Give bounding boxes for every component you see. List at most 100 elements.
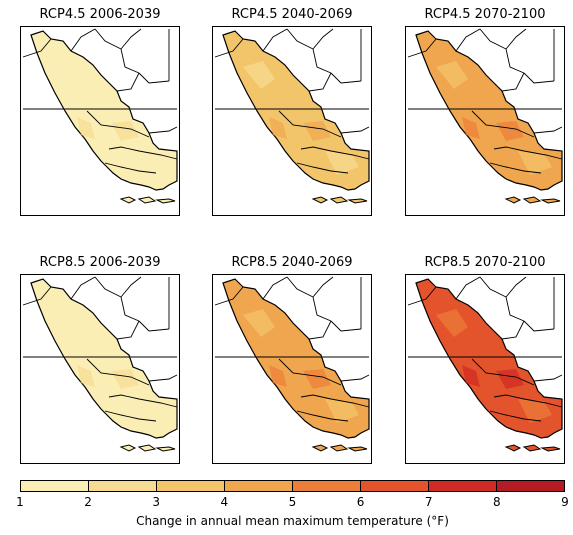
- boundary-line: [70, 28, 96, 52]
- colorbar-tick-label: 3: [152, 495, 161, 509]
- boundary-line: [120, 296, 140, 322]
- colorbar: [20, 480, 565, 492]
- boundary-line: [296, 162, 349, 174]
- boundary-line: [22, 38, 52, 58]
- boundary-line: [104, 162, 157, 174]
- boundary-line: [296, 410, 349, 422]
- boundary-line: [330, 72, 362, 84]
- temperature-patch: [436, 61, 468, 89]
- temperature-patch: [518, 151, 552, 175]
- boundary-line: [94, 28, 122, 50]
- map-panel-rcp85-mid: [212, 274, 372, 464]
- boundary-line: [286, 28, 314, 50]
- boundary-line: [340, 374, 370, 382]
- island: [329, 196, 349, 204]
- boundary-line: [505, 48, 525, 74]
- colorbar-segment: [293, 481, 361, 491]
- island: [504, 444, 522, 452]
- boundary-line: [312, 48, 332, 74]
- temperature-patch: [133, 151, 167, 175]
- temperature-patch: [303, 121, 331, 141]
- map-panel-rcp45-mid: [212, 26, 372, 216]
- boundary-line: [104, 410, 157, 422]
- colorbar-tick-label: 5: [288, 495, 297, 509]
- colorbar-tick-label: 7: [424, 495, 433, 509]
- colorbar-tick-label: 4: [220, 495, 229, 509]
- boundary-line: [471, 358, 535, 386]
- boundary-line: [407, 38, 437, 58]
- island: [522, 196, 542, 204]
- temperature-patch: [51, 309, 83, 337]
- colorbar-tick-label: 1: [16, 495, 24, 509]
- map-panel-rcp85-late: [405, 274, 565, 464]
- temperature-patch: [462, 365, 480, 387]
- boundary-line: [505, 276, 527, 298]
- temperature-patch: [496, 369, 524, 389]
- temperature-patch: [269, 117, 287, 139]
- island: [119, 444, 137, 452]
- panel-title-rcp85-early: RCP8.5 2006-2039: [39, 255, 161, 270]
- boundary-line: [505, 28, 527, 50]
- boundary-line: [286, 276, 314, 298]
- temperature-patch: [303, 369, 331, 389]
- boundary-line: [262, 28, 288, 52]
- colorbar-segment: [361, 481, 429, 491]
- boundary-line: [523, 72, 555, 84]
- colorbar-segment: [497, 481, 564, 491]
- boundary-line: [120, 48, 140, 74]
- map-panel-rcp85-early: [20, 274, 180, 464]
- boundary-line: [493, 394, 563, 408]
- boundary-line: [278, 358, 342, 386]
- boundary-line: [120, 28, 142, 50]
- colorbar-segment: [21, 481, 89, 491]
- island: [137, 444, 157, 452]
- temperature-patch: [269, 365, 287, 387]
- temperature-patch: [77, 365, 95, 387]
- island: [540, 198, 561, 204]
- boundary-line: [455, 28, 481, 52]
- colorbar-tick-label: 8: [493, 495, 501, 509]
- boundary-line: [330, 320, 362, 332]
- boundary-line: [501, 320, 525, 340]
- map-svg: [214, 28, 370, 204]
- map-svg: [407, 276, 563, 452]
- island: [540, 446, 561, 452]
- boundary-line: [86, 110, 150, 138]
- boundary-line: [312, 28, 334, 50]
- island: [311, 196, 329, 204]
- boundary-line: [533, 126, 563, 134]
- boundary-line: [148, 126, 178, 134]
- island: [311, 444, 329, 452]
- boundary-line: [70, 276, 96, 300]
- boundary-line: [308, 72, 332, 92]
- boundary-line: [312, 276, 334, 298]
- temperature-patch: [51, 61, 83, 89]
- boundary-line: [407, 286, 437, 306]
- island: [119, 196, 137, 204]
- boundary-line: [501, 72, 525, 92]
- map-svg: [214, 276, 370, 452]
- boundary-line: [479, 28, 507, 50]
- boundary-line: [278, 110, 342, 138]
- boundary-line: [116, 72, 140, 92]
- boundary-line: [120, 276, 142, 298]
- boundary-line: [108, 394, 178, 408]
- boundary-line: [138, 72, 170, 84]
- temperature-patch: [436, 309, 468, 337]
- boundary-line: [262, 276, 288, 300]
- boundary-line: [312, 296, 332, 322]
- boundary-line: [455, 276, 481, 300]
- panel-title-rcp45-early: RCP4.5 2006-2039: [39, 7, 161, 22]
- colorbar-label: Change in annual mean maximum temperatur…: [136, 514, 449, 528]
- boundary-line: [116, 320, 140, 340]
- boundary-line: [493, 146, 563, 160]
- temperature-patch: [325, 151, 359, 175]
- island: [155, 446, 176, 452]
- panel-title-rcp85-mid: RCP8.5 2040-2069: [231, 255, 353, 270]
- boundary-line: [479, 276, 507, 298]
- boundary-line: [489, 410, 542, 422]
- temperature-patch: [243, 61, 275, 89]
- island: [155, 198, 176, 204]
- temperature-patch: [133, 399, 167, 423]
- boundary-line: [471, 110, 535, 138]
